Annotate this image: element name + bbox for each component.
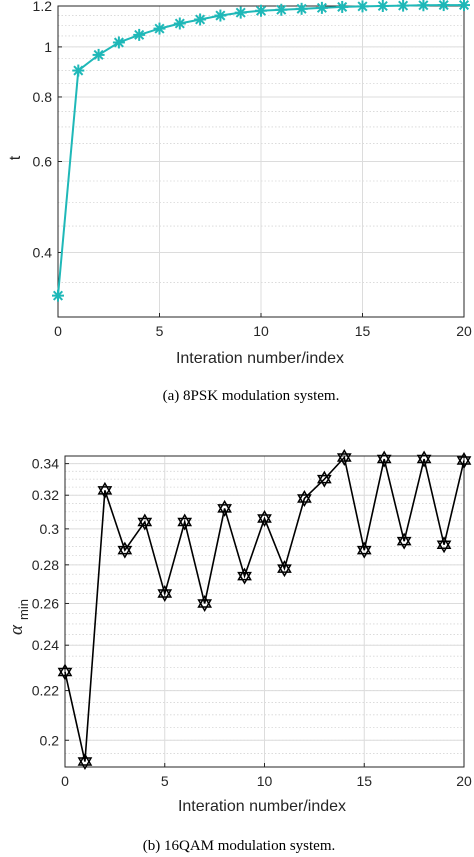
- data-point: [356, 0, 369, 13]
- x-tick-label: 0: [54, 323, 62, 339]
- x-tick-label: 10: [257, 773, 273, 789]
- data-point: [57, 663, 73, 681]
- data-point: [416, 450, 432, 468]
- chart-a-caption: (a) 8PSK modulation system.: [163, 388, 340, 404]
- y-tick-label: 0.28: [32, 557, 59, 573]
- data-point: [396, 532, 412, 550]
- y-tick-label: 0.8: [33, 89, 53, 105]
- chart-b-caption: (b) 16QAM modulation system.: [143, 838, 336, 854]
- data-point: [397, 0, 410, 12]
- data-point: [173, 17, 186, 30]
- data-point: [436, 536, 452, 554]
- y-tick-label: 0.32: [32, 487, 59, 503]
- data-point: [315, 1, 328, 14]
- data-point: [77, 753, 93, 771]
- data-point: [376, 0, 389, 12]
- y-tick-label: 0.26: [32, 595, 59, 611]
- data-point: [133, 28, 146, 41]
- data-point: [177, 513, 193, 531]
- data-point: [214, 9, 227, 22]
- chart-b-grid: [64, 455, 465, 768]
- chart-a: 0 5 10 15 20 0.4 0.6 0.8 1 1.2 Interation number…: [7, 0, 472, 404]
- data-point: [117, 541, 133, 559]
- chart-b-y-axis-label-main: α: [6, 624, 27, 635]
- y-tick-label: 0.24: [32, 637, 59, 653]
- chart-b-series-line: [64, 455, 465, 762]
- data-point: [197, 594, 213, 612]
- data-point: [295, 2, 308, 15]
- y-tick-label: 0.6: [33, 154, 53, 170]
- x-tick-label: 15: [355, 323, 371, 339]
- y-tick-label: 0.4: [33, 244, 53, 260]
- data-point: [316, 470, 332, 488]
- data-point: [336, 0, 349, 13]
- data-point: [217, 499, 232, 517]
- data-point: [97, 481, 113, 499]
- chart-b: 0 5 10 15 20 0.20.220.240.260.280.30.320.34 …: [6, 449, 472, 854]
- data-point: [336, 449, 352, 467]
- data-point: [356, 541, 372, 559]
- data-point: [237, 567, 252, 585]
- chart-b-y-axis-label: α min: [6, 599, 31, 635]
- y-tick-label: 0.2: [40, 732, 60, 748]
- data-point: [194, 13, 207, 26]
- data-point: [137, 513, 153, 531]
- data-point: [157, 585, 173, 603]
- data-point: [275, 3, 288, 16]
- data-point: [234, 6, 247, 19]
- chart-b-x-axis-label: Interation number/index: [178, 798, 346, 815]
- data-point: [72, 64, 85, 77]
- data-point: [112, 36, 125, 49]
- x-tick-label: 20: [456, 773, 472, 789]
- chart-a-y-ticks: 0.4 0.6 0.8 1 1.2: [33, 0, 62, 260]
- data-point: [153, 22, 166, 35]
- chart-a-y-axis-label: t: [7, 155, 24, 160]
- y-tick-label: 1.2: [33, 0, 53, 14]
- chart-a-x-ticks: 0 5 10 15 20: [54, 313, 472, 339]
- y-tick-label: 0.34: [32, 456, 59, 472]
- y-tick-label: 0.3: [40, 521, 60, 537]
- x-tick-label: 5: [161, 773, 169, 789]
- y-tick-label: 0.22: [32, 683, 59, 699]
- chart-b-y-ticks: 0.2 0.22 0.24 0.26 0.28 0.3 0.32 0.34: [32, 456, 69, 748]
- x-tick-label: 5: [156, 323, 164, 339]
- data-point: [92, 48, 105, 61]
- x-tick-label: 10: [253, 323, 269, 339]
- chart-b-markers: [57, 449, 472, 771]
- chart-b-y-axis-label-sub: min: [16, 599, 31, 620]
- data-point: [417, 0, 430, 12]
- y-tick-label: 1: [44, 39, 52, 55]
- data-point: [437, 0, 450, 12]
- chart-a-markers: [52, 0, 470, 302]
- x-tick-label: 15: [356, 773, 372, 789]
- data-point: [456, 452, 472, 470]
- data-point: [255, 4, 267, 17]
- data-point: [376, 450, 392, 468]
- chart-a-x-axis-label: Interation number/index: [176, 350, 344, 367]
- x-tick-label: 0: [61, 773, 69, 789]
- data-point: [277, 560, 292, 578]
- data-point: [52, 289, 64, 302]
- x-tick-label: 20: [456, 323, 472, 339]
- data-point: [257, 510, 272, 528]
- chart-b-x-ticks: 0 5 10 15 20: [61, 763, 472, 789]
- data-point: [297, 489, 312, 507]
- chart-a-grid: [57, 5, 465, 318]
- data-point: [458, 0, 470, 12]
